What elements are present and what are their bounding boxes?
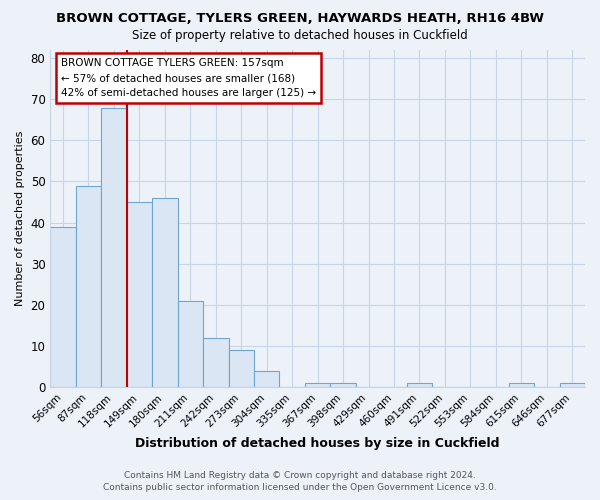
Text: BROWN COTTAGE, TYLERS GREEN, HAYWARDS HEATH, RH16 4BW: BROWN COTTAGE, TYLERS GREEN, HAYWARDS HE… [56, 12, 544, 26]
Bar [229, 350, 254, 387]
Bar [127, 202, 152, 387]
Bar [50, 226, 76, 387]
Bar [178, 300, 203, 387]
Bar [254, 370, 280, 387]
Bar [152, 198, 178, 387]
Text: Contains HM Land Registry data © Crown copyright and database right 2024.
Contai: Contains HM Land Registry data © Crown c… [103, 471, 497, 492]
Bar [560, 383, 585, 387]
Text: Size of property relative to detached houses in Cuckfield: Size of property relative to detached ho… [132, 29, 468, 42]
X-axis label: Distribution of detached houses by size in Cuckfield: Distribution of detached houses by size … [136, 437, 500, 450]
Bar [305, 383, 331, 387]
Bar [101, 108, 127, 387]
Y-axis label: Number of detached properties: Number of detached properties [15, 131, 25, 306]
Bar [509, 383, 534, 387]
Bar [203, 338, 229, 387]
Bar [407, 383, 432, 387]
Bar [331, 383, 356, 387]
Text: BROWN COTTAGE TYLERS GREEN: 157sqm
← 57% of detached houses are smaller (168)
42: BROWN COTTAGE TYLERS GREEN: 157sqm ← 57%… [61, 58, 316, 98]
Bar [76, 186, 101, 387]
